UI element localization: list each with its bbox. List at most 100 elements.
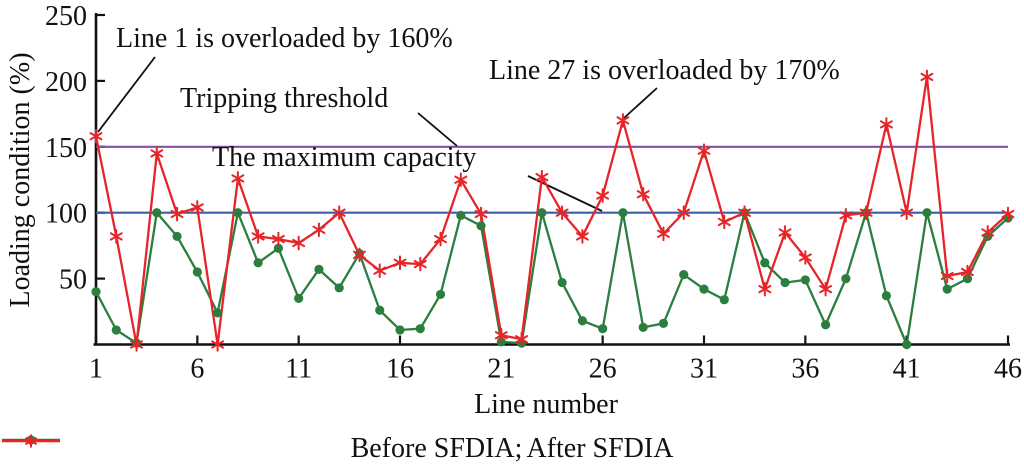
- marker-after-sfdia-line-11: [292, 235, 306, 251]
- marker-after-sfdia-line-1: [89, 128, 103, 144]
- legend-label-before-sfdia: Before SFDIA;: [350, 433, 523, 464]
- marker-before-sfdia-line-16: [395, 325, 405, 335]
- y-tick-label-50: 50: [59, 265, 87, 296]
- marker-before-sfdia-line-5: [172, 231, 182, 242]
- marker-before-sfdia-line-36: [800, 275, 810, 285]
- marker-after-sfdia-line-14: [353, 247, 366, 263]
- marker-before-sfdia-line-41: [902, 339, 912, 350]
- marker-before-sfdia-line-12: [314, 264, 324, 274]
- x-tick-label-46: 46: [994, 354, 1022, 385]
- marker-after-sfdia-line-26: [596, 188, 610, 203]
- y-axis-title: Loading condition (%): [5, 52, 36, 308]
- marker-after-sfdia-line-17: [413, 256, 427, 272]
- marker-before-sfdia-line-20: [476, 221, 486, 231]
- marker-after-sfdia-line-19: [454, 172, 468, 188]
- marker-before-sfdia-line-4: [152, 208, 162, 218]
- marker-after-sfdia-line-10: [271, 231, 285, 247]
- marker-after-sfdia-line-22: [515, 331, 529, 347]
- marker-after-sfdia-line-23: [535, 169, 549, 185]
- legend-item-after-sfdia: After SFDIA: [2, 433, 674, 465]
- y-tick-label-150: 150: [45, 133, 87, 164]
- marker-after-sfdia-line-44: [961, 264, 974, 280]
- x-tick-label-6: 6: [190, 354, 204, 385]
- marker-after-sfdia-line-41: [900, 205, 914, 220]
- series-line-before-sfdia: [94, 208, 1009, 349]
- marker-before-sfdia-line-38: [841, 274, 851, 284]
- marker-after-sfdia-line-27: [616, 113, 630, 128]
- marker-before-sfdia-line-31: [699, 284, 709, 294]
- marker-before-sfdia-line-28: [638, 322, 648, 332]
- annotation-tripping-threshold: Tripping threshold: [180, 83, 389, 114]
- marker-before-sfdia-line-25: [577, 316, 588, 326]
- marker-after-sfdia-line-29: [657, 226, 670, 242]
- x-tick-label-31: 31: [690, 354, 718, 385]
- annotation-leader-1: [417, 112, 458, 147]
- marker-before-sfdia-line-13: [334, 283, 344, 293]
- marker-after-sfdia-line-45: [981, 225, 995, 240]
- marker-after-sfdia-line-28: [636, 186, 650, 202]
- marker-after-sfdia-line-31: [697, 143, 711, 159]
- marker-before-sfdia-line-23: [537, 208, 547, 218]
- marker-before-sfdia-line-15: [375, 305, 385, 315]
- legend-label-after-sfdia: After SFDIA: [526, 433, 674, 464]
- marker-before-sfdia-line-27: [618, 208, 628, 218]
- marker-after-sfdia-line-2: [109, 229, 123, 244]
- annotation-line27-overload: Line 27 is overloaded by 170%: [489, 55, 840, 86]
- marker-before-sfdia-line-8: [233, 208, 243, 218]
- marker-after-sfdia-line-35: [778, 225, 792, 240]
- x-axis-title: Line number: [474, 389, 618, 420]
- marker-after-sfdia-line-37: [819, 281, 833, 297]
- marker-after-sfdia-line-15: [373, 263, 387, 278]
- marker-after-sfdia-line-20: [474, 206, 488, 222]
- marker-before-sfdia-line-30: [679, 270, 689, 280]
- x-tick-label-1: 1: [89, 354, 103, 385]
- marker-before-sfdia-line-18: [435, 289, 446, 300]
- marker-before-sfdia-line-37: [821, 320, 831, 330]
- annotation-line1-overload: Line 1 is overloaded by 160%: [116, 23, 453, 54]
- marker-after-sfdia-line-9: [251, 229, 265, 244]
- marker-after-sfdia-line-30: [677, 205, 691, 220]
- marker-after-sfdia-line-4: [150, 146, 164, 161]
- marker-before-sfdia-line-19: [456, 210, 466, 220]
- marker-after-sfdia-line-6: [190, 200, 204, 215]
- marker-before-sfdia-line-1: [91, 287, 101, 297]
- marker-before-sfdia-line-9: [253, 258, 263, 268]
- marker-after-sfdia-line-12: [312, 222, 326, 238]
- marker-before-sfdia-line-17: [415, 324, 425, 334]
- marker-before-sfdia-line-42: [922, 208, 932, 218]
- marker-before-sfdia-line-10: [273, 243, 283, 253]
- annotation-maximum-capacity: The maximum capacity: [212, 142, 477, 173]
- y-tick-label-250: 250: [45, 1, 87, 32]
- x-tick-label-21: 21: [487, 354, 515, 385]
- x-tick-label-36: 36: [791, 354, 819, 385]
- marker-before-sfdia-line-24: [557, 277, 567, 288]
- marker-after-sfdia-line-24: [555, 205, 569, 220]
- after-sfdia-legend-marker: [2, 434, 60, 448]
- y-tick-label-200: 200: [45, 67, 87, 98]
- marker-after-sfdia-line-42: [920, 69, 934, 85]
- series-line-after-sfdia: [94, 76, 1009, 345]
- x-tick-label-26: 26: [589, 354, 617, 385]
- marker-before-sfdia-line-2: [111, 325, 121, 335]
- marker-after-sfdia-line-34: [758, 281, 772, 297]
- marker-after-sfdia-line-33: [738, 205, 751, 220]
- legend-item-before-sfdia: Before SFDIA;: [2, 433, 523, 465]
- marker-before-sfdia-line-32: [719, 295, 729, 305]
- marker-after-sfdia-line-32: [717, 214, 731, 230]
- marker-after-sfdia-line-16: [393, 255, 407, 271]
- marker-after-sfdia-line-8: [231, 171, 245, 186]
- marker-before-sfdia-line-6: [192, 267, 202, 277]
- marker-after-sfdia-line-40: [879, 117, 893, 132]
- marker-before-sfdia-line-7: [213, 308, 223, 318]
- marker-after-sfdia-line-21: [494, 327, 508, 343]
- marker-before-sfdia-line-34: [760, 258, 770, 268]
- marker-after-sfdia-line-43: [940, 268, 954, 284]
- y-tick-label-100: 100: [45, 199, 87, 230]
- x-tick-label-11: 11: [285, 354, 312, 385]
- marker-after-sfdia-line-46: [1001, 206, 1015, 222]
- marker-before-sfdia-line-29: [658, 318, 669, 329]
- x-tick-label-41: 41: [893, 354, 921, 385]
- marker-after-sfdia-line-5: [170, 206, 184, 222]
